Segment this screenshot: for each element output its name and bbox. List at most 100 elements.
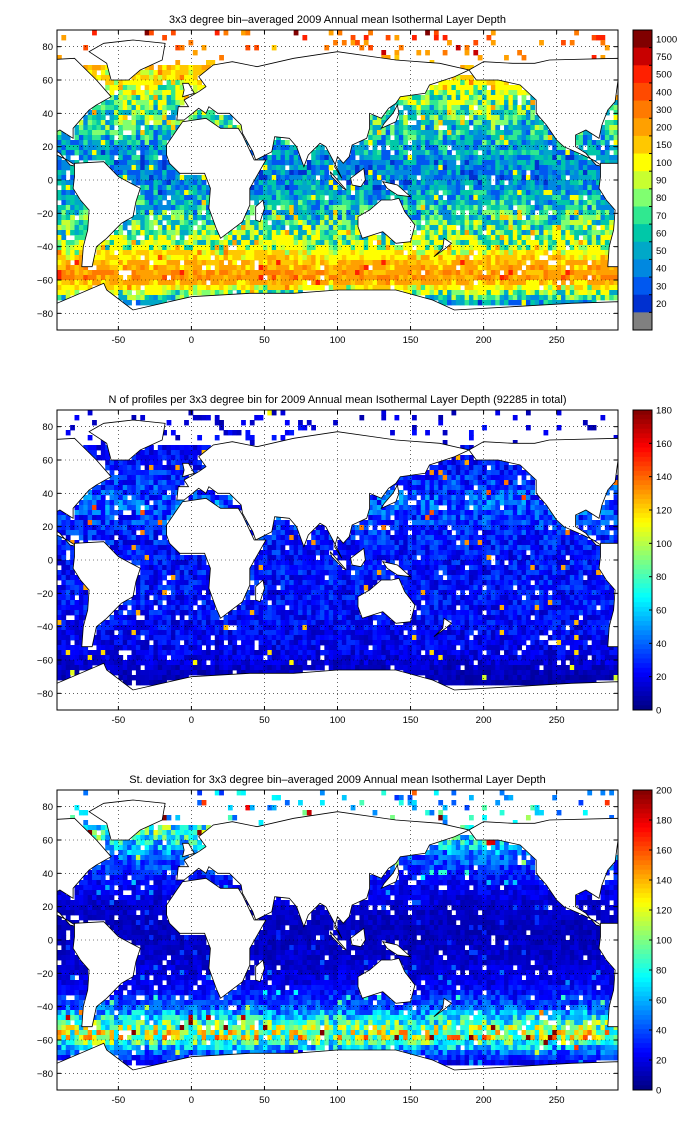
bin-cell — [144, 290, 150, 296]
bin-cell — [179, 45, 185, 51]
bin-cell — [122, 145, 128, 151]
bin-cell — [451, 135, 457, 141]
bin-cell — [223, 290, 229, 296]
bin-cell — [219, 275, 224, 281]
bin-cell — [170, 185, 176, 191]
bin-cell — [144, 105, 150, 111]
bin-cell — [372, 140, 378, 146]
bin-cell — [412, 495, 417, 501]
bin-cell — [276, 285, 281, 291]
bin-cell — [57, 240, 62, 246]
bin-cell — [582, 255, 588, 261]
bin-cell — [328, 265, 334, 271]
bin-cell — [403, 480, 409, 486]
bin-cell — [416, 145, 422, 151]
bin-cell — [74, 230, 80, 236]
bin-cell — [61, 180, 67, 186]
bin-cell — [219, 260, 224, 266]
bin-cell — [473, 175, 479, 181]
bin-cell — [315, 155, 321, 161]
bin-cell — [131, 470, 137, 476]
bin-cell — [333, 40, 338, 46]
bin-cell — [166, 100, 172, 106]
bin-cell — [100, 100, 106, 106]
bin-cell — [591, 295, 597, 301]
bin-cell — [381, 140, 387, 146]
bin-cell — [197, 200, 203, 206]
bin-cell — [162, 445, 167, 451]
bin-cell — [184, 65, 189, 71]
bin-cell — [495, 260, 501, 266]
bin-cell — [149, 95, 154, 101]
bin-cell — [473, 50, 479, 56]
bin-cell — [574, 215, 579, 221]
bin-cell — [311, 200, 316, 206]
bin-cell — [262, 215, 268, 221]
bin-cell — [302, 245, 308, 251]
bin-cell — [284, 160, 290, 166]
bin-cell — [166, 510, 172, 516]
bin-cell — [87, 270, 93, 276]
bin-cell — [486, 495, 492, 501]
bin-cell — [460, 200, 466, 206]
bin-cell — [385, 280, 391, 286]
bin-cell — [241, 250, 246, 256]
bin-cell — [547, 190, 553, 196]
bin-cell — [302, 425, 308, 431]
bin-cell — [109, 290, 115, 296]
bin-cell — [425, 280, 430, 286]
bin-cell — [486, 235, 492, 241]
bin-cell — [293, 195, 299, 201]
bin-cell — [451, 205, 457, 211]
bin-cell — [319, 285, 325, 291]
bin-cell — [57, 225, 62, 231]
bin-cell — [109, 115, 115, 121]
bin-cell — [543, 280, 549, 286]
bin-cell — [468, 170, 474, 176]
bin-cell — [412, 255, 417, 261]
bin-cell — [355, 205, 360, 211]
bin-cell — [591, 35, 597, 41]
bin-cell — [455, 235, 461, 241]
bin-cell — [390, 250, 395, 256]
bin-cell — [376, 185, 382, 191]
bin-cell — [65, 250, 71, 256]
bin-cell — [442, 250, 448, 256]
bin-cell — [477, 260, 483, 266]
bin-cell — [578, 290, 584, 296]
bin-cell — [70, 175, 75, 181]
bin-cell — [100, 120, 106, 126]
bin-cell — [306, 265, 312, 271]
bin-cell — [341, 240, 347, 246]
bin-cell — [403, 200, 409, 206]
bin-cell — [486, 120, 492, 126]
bin-cell — [433, 30, 439, 36]
bin-cell — [398, 265, 404, 271]
bin-cell — [214, 435, 220, 441]
bin-cell — [416, 255, 422, 261]
bin-cell — [131, 240, 137, 246]
bin-cell — [306, 285, 312, 291]
bin-cell — [144, 155, 150, 161]
bin-cell — [100, 110, 106, 116]
bin-cell — [350, 285, 356, 291]
bin-cell — [175, 170, 181, 176]
bin-cell — [539, 120, 544, 126]
bin-cell — [284, 195, 290, 201]
bin-cell — [534, 235, 540, 241]
bin-cell — [363, 175, 369, 181]
bin-cell — [197, 285, 203, 291]
bin-cell — [284, 140, 290, 146]
bin-cell — [591, 170, 597, 176]
bin-cell — [464, 265, 470, 271]
bin-cell — [574, 30, 579, 36]
bin-cell — [473, 505, 479, 511]
bin-cell — [324, 150, 330, 156]
bin-cell — [495, 480, 501, 486]
bin-cell — [455, 80, 461, 86]
bin-cell — [512, 155, 518, 161]
bin-cell — [306, 255, 312, 261]
bin-cell — [131, 125, 137, 131]
bin-cell — [100, 250, 106, 256]
bin-cell — [254, 190, 260, 196]
